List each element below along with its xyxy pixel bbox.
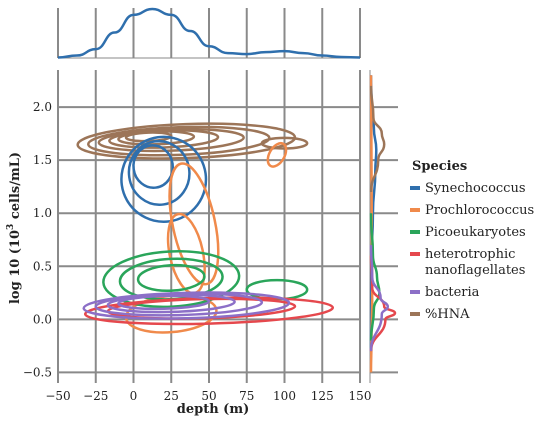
legend-label: nanoflagellates: [425, 263, 525, 278]
contour-line: [102, 249, 241, 309]
y-axis-label: log 10 (103 cells/mL): [6, 152, 23, 304]
legend-label: bacteria: [425, 285, 480, 300]
legend: Species Synechococcus Prochlorococcus Pico…: [410, 159, 534, 322]
legend-label: %HNA: [425, 307, 470, 322]
contour-line: [136, 263, 206, 293]
x-tick-label: 150: [349, 389, 372, 403]
contour-line: [124, 131, 173, 143]
legend-label: Picoeukaryotes: [425, 225, 526, 240]
contour-line: [132, 144, 175, 189]
legend-label: Synechococcus: [425, 181, 526, 196]
axis-ticks: −50 −25 0 25 50 75 100 125 150 −0.5 0.0 0.5 1.0 1.5 2.…: [23, 100, 372, 403]
y-tick-label: 2.0: [33, 100, 52, 114]
grid-lines: [57, 70, 361, 383]
x-tick-label: 125: [311, 389, 334, 403]
species-density-curve: [369, 213, 381, 341]
legend-label: heterotrophic: [425, 247, 515, 262]
x-tick-label: −25: [83, 389, 108, 403]
species-density-curve: [369, 245, 390, 352]
contour-layer: [76, 122, 335, 334]
species-density-curve: [369, 85, 386, 193]
x-tick-label: 50: [201, 389, 216, 403]
contour-line: [168, 162, 220, 286]
contour-series: [82, 291, 291, 320]
x-tick-label: 25: [164, 389, 179, 403]
y-tick-label: 1.0: [33, 206, 52, 220]
y-axis-label-superscript: 3: [6, 224, 16, 230]
depth-density-curve: [57, 7, 361, 59]
contour-line: [127, 139, 191, 206]
species-density-curve: [369, 255, 397, 352]
contour-line: [117, 294, 211, 311]
y-axis-label-suffix: cells/mL): [8, 152, 23, 224]
contour-line: [87, 125, 271, 157]
y-tick-label: −0.5: [23, 365, 52, 379]
x-tick-label: 100: [273, 389, 296, 403]
x-axis-label: depth (m): [177, 402, 250, 417]
legend-label: Prochlorococcus: [425, 203, 534, 218]
x-tick-label: 0: [130, 389, 138, 403]
legend-title: Species: [412, 159, 467, 174]
y-axis-label-prefix: log 10 (10: [8, 230, 23, 304]
y-tick-label: 0.0: [33, 312, 52, 326]
x-tick-label: 75: [239, 389, 254, 403]
depth-marginal-density: [57, 7, 361, 59]
y-tick-label: 1.5: [33, 153, 52, 167]
x-tick-label: −50: [45, 389, 70, 403]
contour-line: [260, 136, 309, 150]
contour-series: [102, 249, 309, 309]
contour-line: [266, 141, 288, 168]
species-marginal-density: [369, 70, 398, 383]
y-tick-label: 0.5: [33, 259, 52, 273]
